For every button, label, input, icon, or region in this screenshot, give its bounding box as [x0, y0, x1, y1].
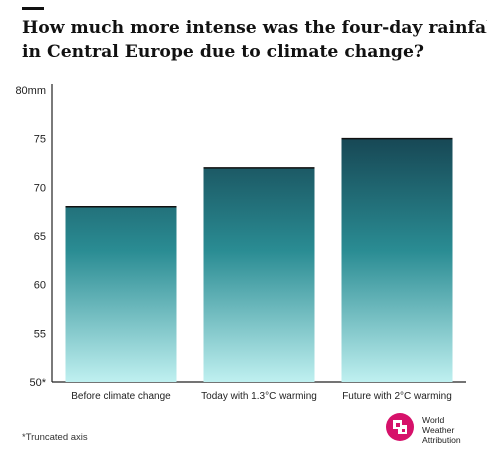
- category-label: Today with 1.3°C warming: [201, 391, 317, 402]
- bar: [203, 167, 315, 382]
- logo-text-line-3: Attribution: [422, 435, 461, 445]
- y-tick-label: 75: [34, 134, 46, 146]
- chart-title-line-2: in Central Europe due to climate change?: [22, 42, 424, 62]
- logo-text-line-1: World: [422, 415, 445, 425]
- y-tick-label: 60: [34, 280, 46, 292]
- y-tick-label: 80mm: [15, 85, 46, 97]
- chart-title-line-1: How much more intense was the four-day r…: [22, 18, 487, 38]
- chart-title: How much more intense was the four-day r…: [22, 16, 487, 64]
- world-weather-attribution-logo: World Weather Attribution: [386, 413, 482, 449]
- y-tick-label: 50*: [29, 377, 46, 389]
- category-label: Before climate change: [71, 391, 171, 402]
- truncated-axis-footnote: *Truncated axis: [22, 432, 88, 443]
- bar: [341, 138, 453, 382]
- logo-wordmark: World Weather Attribution: [422, 415, 461, 445]
- y-tick-label: 55: [34, 328, 46, 340]
- y-tick-label: 65: [34, 231, 46, 243]
- bar: [65, 206, 177, 382]
- y-tick-label: 70: [34, 182, 46, 194]
- world-weather-attribution-logo-icon: [386, 413, 414, 441]
- category-label: Future with 2°C warming: [342, 391, 452, 402]
- title-accent-rule: [22, 7, 44, 10]
- logo-text-line-2: Weather: [422, 425, 455, 435]
